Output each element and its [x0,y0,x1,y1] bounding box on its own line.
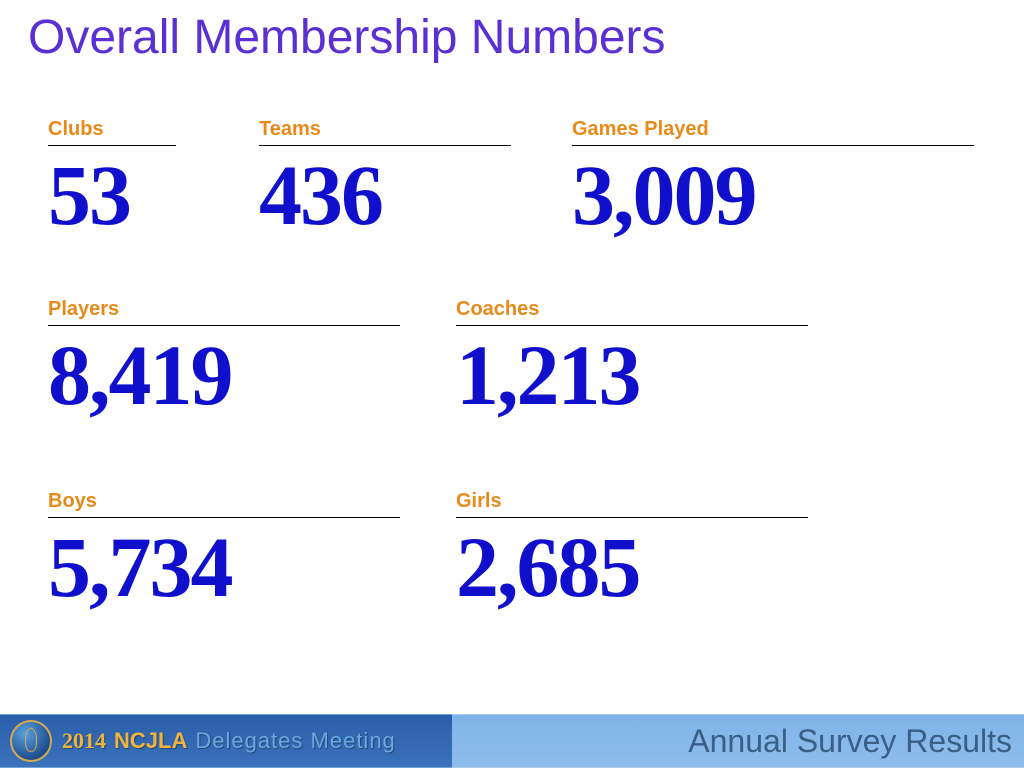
stat-label-teams: Teams [259,118,511,143]
footer-right: Annual Survey Results [452,714,1024,768]
footer-meeting: Delegates Meeting [195,728,395,754]
stat-rule [48,145,176,146]
stat-girls: Girls 2,685 [456,490,808,610]
stat-rule [259,145,511,146]
stat-players: Players 8,419 [48,298,400,418]
footer-org: NCJLA [114,728,187,754]
footer-right-text: Annual Survey Results [688,723,1012,760]
stat-value-players: 8,419 [48,332,400,418]
stat-rule [48,325,400,326]
stat-teams: Teams 436 [259,118,511,238]
stat-coaches: Coaches 1,213 [456,298,808,418]
stat-games-played: Games Played 3,009 [572,118,974,238]
stat-rule [48,517,400,518]
stat-label-girls: Girls [456,490,808,515]
stat-rule [572,145,974,146]
stat-label-games-played: Games Played [572,118,974,143]
stat-label-clubs: Clubs [48,118,176,143]
logo-icon [10,720,52,762]
stat-value-coaches: 1,213 [456,332,808,418]
stat-rule [456,517,808,518]
stat-label-players: Players [48,298,400,323]
footer: 2014 NCJLA Delegates Meeting Annual Surv… [0,714,1024,768]
stat-label-boys: Boys [48,490,400,515]
stat-rule [456,325,808,326]
slide: Overall Membership Numbers Clubs 53 Team… [0,0,1024,768]
stat-boys: Boys 5,734 [48,490,400,610]
stat-label-coaches: Coaches [456,298,808,323]
stat-clubs: Clubs 53 [48,118,176,238]
stat-value-clubs: 53 [48,152,176,238]
page-title: Overall Membership Numbers [28,10,666,65]
stat-value-girls: 2,685 [456,524,808,610]
stat-value-teams: 436 [259,152,511,238]
footer-left: 2014 NCJLA Delegates Meeting [0,714,452,768]
footer-year: 2014 [62,728,106,754]
stat-value-boys: 5,734 [48,524,400,610]
stat-value-games-played: 3,009 [572,152,974,238]
